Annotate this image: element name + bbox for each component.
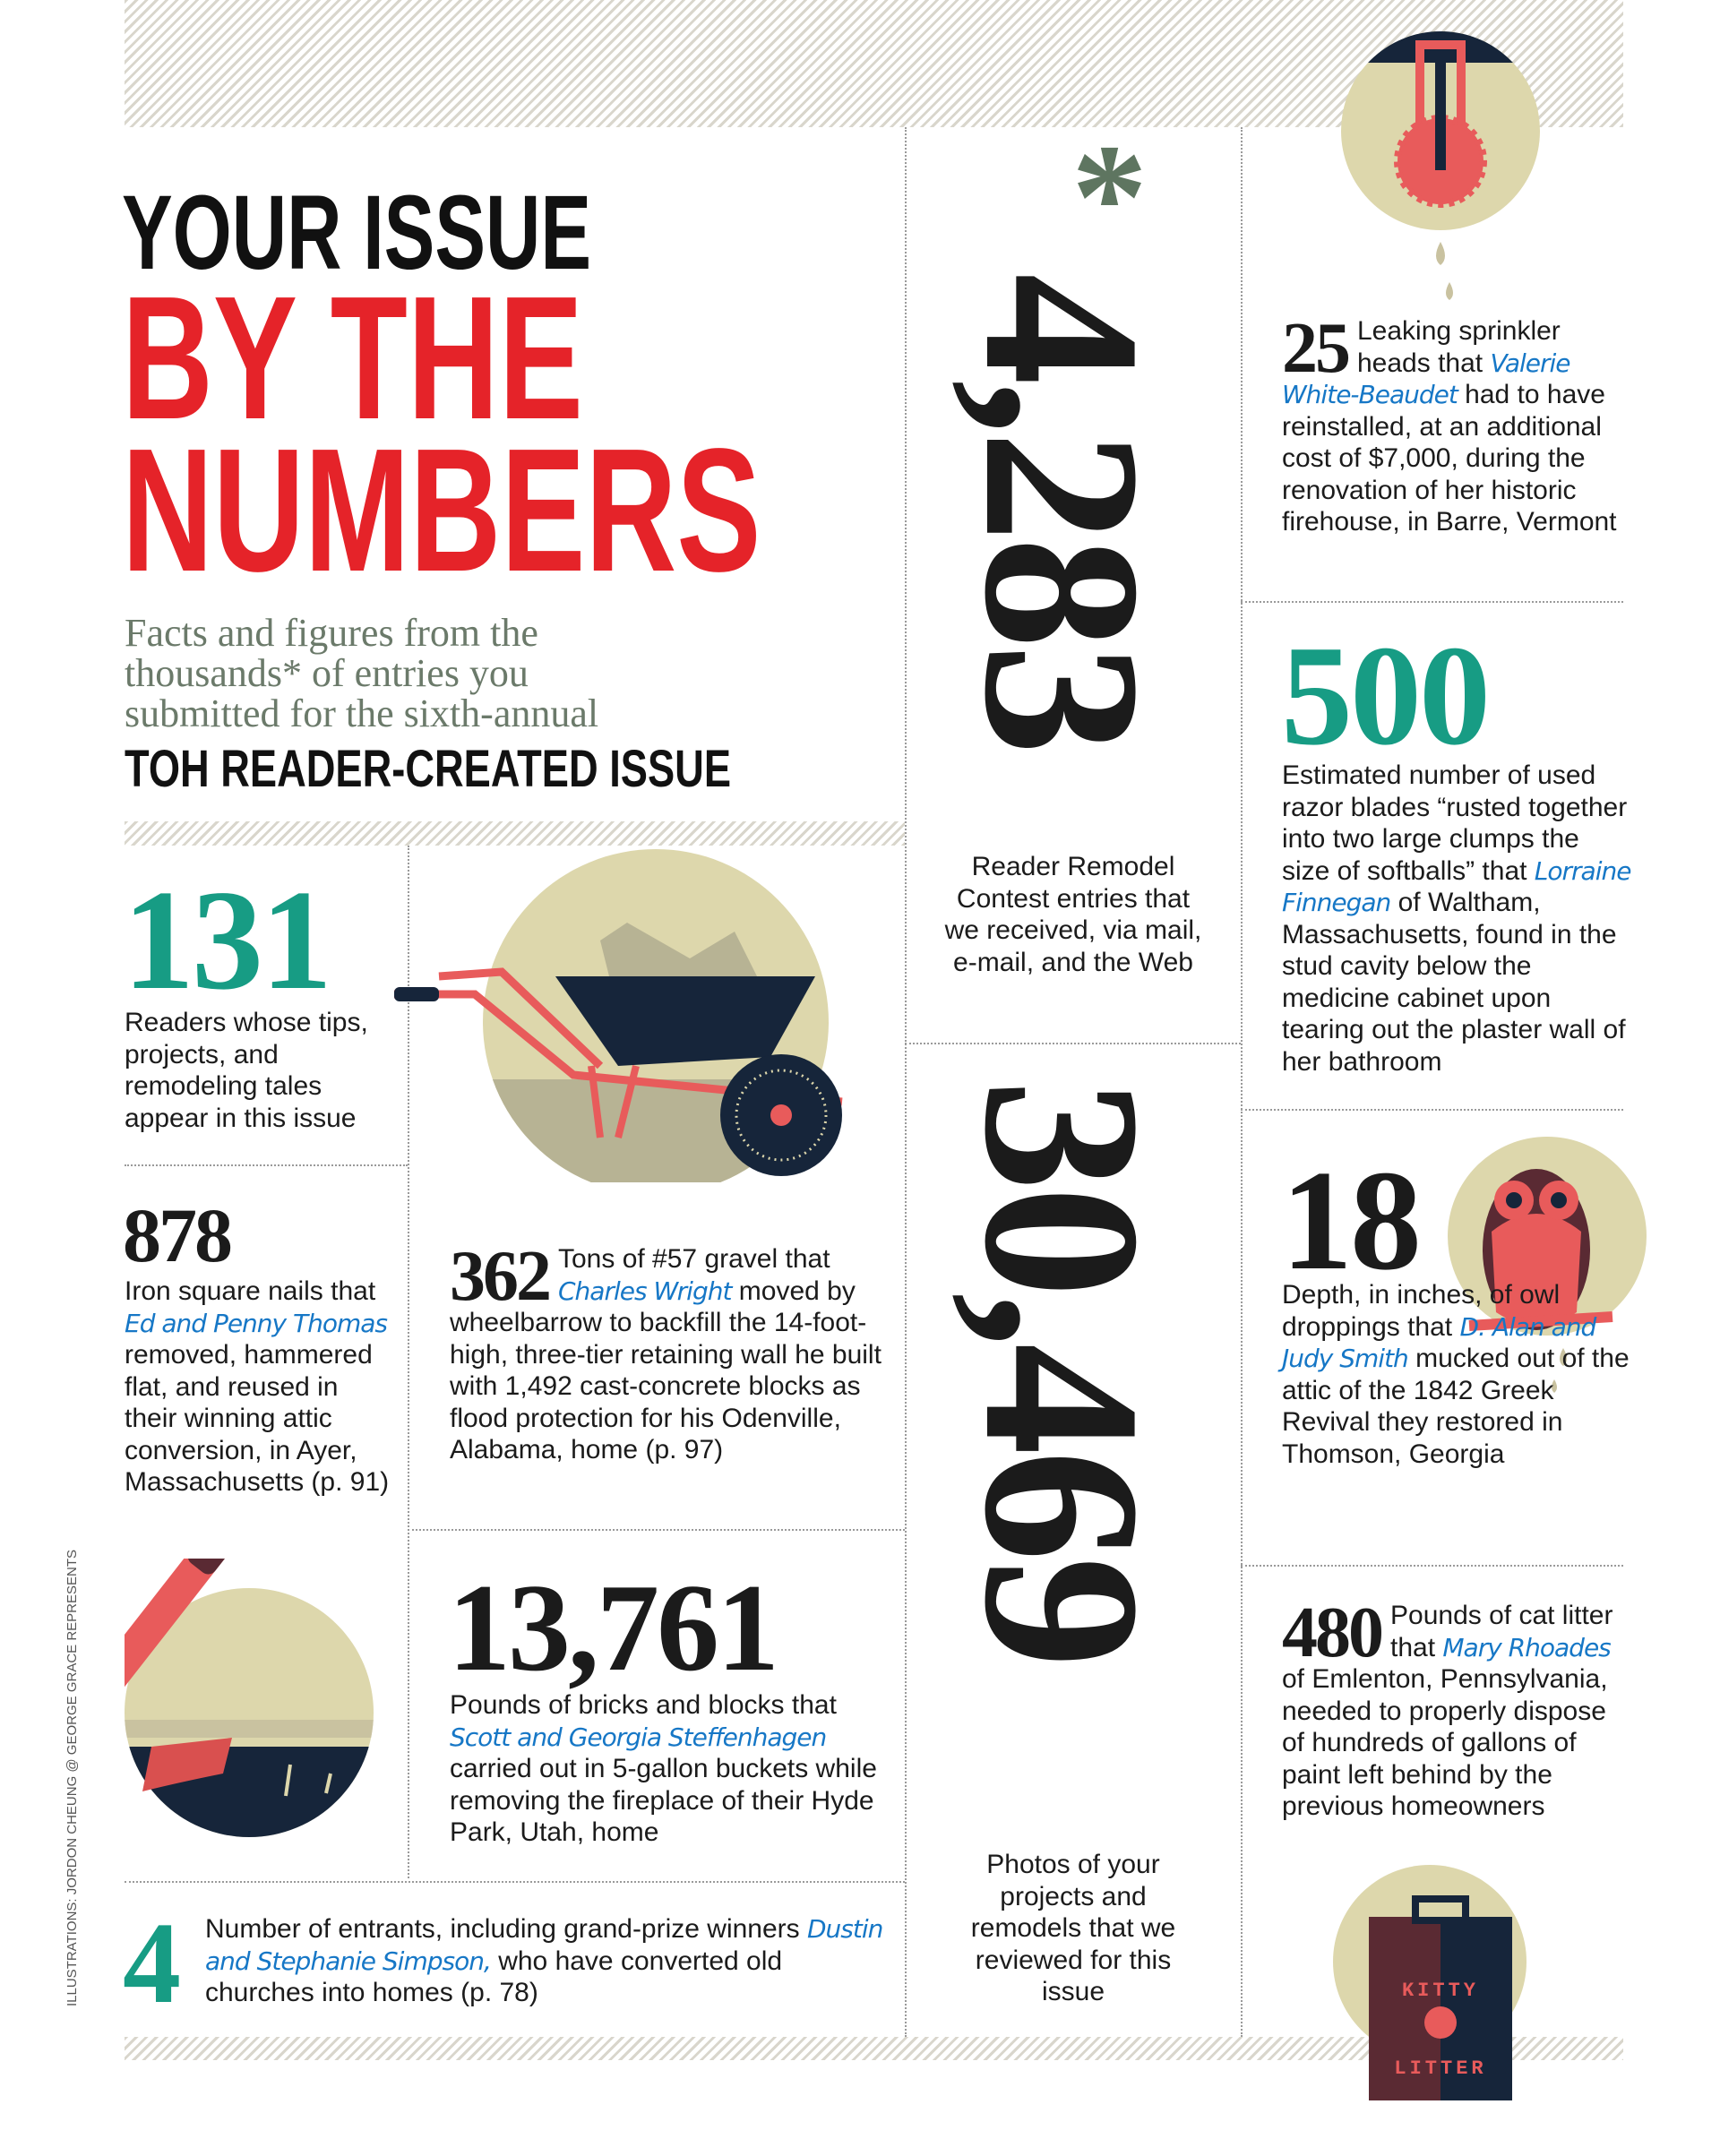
text: removed, hammered flat, and reused in th…	[125, 1340, 390, 1497]
bag-label: KITTY	[1402, 1980, 1479, 2002]
stat-number-30469: 30,469	[938, 1079, 1186, 1663]
mid-hatch-band	[125, 821, 905, 846]
stat-number-13761: 13,761	[448, 1559, 779, 1697]
reader-name: Charles Wright	[558, 1276, 732, 1306]
text: Pounds of bricks and blocks that	[450, 1690, 837, 1720]
divider	[1241, 127, 1243, 2037]
subtitle-line: Facts and figures from the	[125, 611, 538, 655]
stat-number-500: 500	[1281, 615, 1491, 775]
subtitle: Facts and figures from the thousands* of…	[125, 613, 598, 734]
text: Pounds of cat litter that	[1390, 1601, 1613, 1662]
divider	[905, 1043, 1241, 1044]
stat-number-131: 131	[123, 860, 332, 1019]
sprinkler-icon	[1341, 31, 1540, 300]
text: Leaking sprinkler heads that	[1357, 316, 1561, 378]
stat-text-480: 480 Pounds of cat litter that Mary Rhoade…	[1282, 1593, 1631, 1823]
text: who have converted old churches into hom…	[205, 1946, 783, 2008]
reader-name: Valerie White-Beaudet	[1282, 348, 1570, 410]
kitty-litter-bag-icon: KITTY LITTER	[1333, 1865, 1526, 2100]
stat-text-18: Depth, in inches, of owl droppings that …	[1282, 1279, 1631, 1470]
title-line-1: YOUR ISSUE	[122, 174, 592, 292]
title-block: YOUR ISSUE BY THE NUMBERS	[122, 174, 1010, 608]
divider	[1241, 1109, 1623, 1111]
text: Estimated number of used razor blades “r…	[1282, 760, 1628, 886]
hammer-icon	[125, 1559, 374, 1837]
text: of Waltham, Massachusetts, found in the …	[1282, 888, 1626, 1077]
stat-text-362: 362 Tons of #57 gravel that Charles Wrigh…	[450, 1237, 898, 1466]
divider	[125, 1164, 408, 1166]
wheelbarrow-icon	[394, 849, 843, 1182]
stat-text-500: Estimated number of used razor blades “r…	[1282, 760, 1631, 1078]
stat-text-4: Number of entrants, including grand-priz…	[205, 1913, 886, 2009]
text: Number of entrants, including grand-priz…	[205, 1914, 807, 1944]
text: carried out in 5-gallon buckets while re…	[450, 1754, 877, 1847]
stat-text-25: 25 Leaking sprinkler heads that Valerie W…	[1282, 309, 1622, 538]
text: had to have reinstalled, at an additiona…	[1282, 380, 1617, 537]
text: Iron square nails that	[125, 1276, 376, 1306]
reader-name: Scott and Georgia Steffenhagen	[450, 1722, 827, 1752]
stat-text-13761: Pounds of bricks and blocks that Scott a…	[450, 1689, 898, 1849]
bag-label: LITTER	[1394, 2057, 1486, 2080]
asterisk-icon: *	[1071, 113, 1148, 281]
stat-text-878: Iron square nails that Ed and Penny Thom…	[125, 1276, 393, 1499]
text: moved by wheelbarrow to backfill the 14-…	[450, 1276, 882, 1465]
title-line-3: NUMBERS	[122, 412, 761, 608]
stat-text-30469: Photos of your projects and remodels tha…	[970, 1850, 1176, 2006]
text: mucked out of the attic of the 1842 Gree…	[1282, 1344, 1630, 1469]
text: Tons of #57 gravel that	[558, 1244, 830, 1274]
text: of Emlenton, Pennsylvania, needed to pro…	[1282, 1664, 1608, 1821]
issue-name: TOH READER-CREATED ISSUE	[125, 740, 731, 798]
divider	[408, 1529, 905, 1531]
divider	[408, 846, 409, 1878]
reader-name: Mary Rhoades	[1442, 1632, 1611, 1662]
subtitle-line: thousands* of entries you	[125, 651, 529, 695]
stat-number-878: 878	[123, 1192, 233, 1278]
illustration-credit: ILLUSTRATIONS: JORDON CHEUNG @ GEORGE GR…	[64, 1549, 80, 2006]
divider	[1241, 1565, 1623, 1567]
stat-number-480: 480	[1282, 1593, 1384, 1672]
stat-text-131: Readers whose tips, projects, and remode…	[125, 1008, 368, 1133]
stat-number-18: 18	[1281, 1140, 1422, 1300]
divider	[1241, 601, 1623, 603]
text: Depth, in inches, of owl droppings that	[1282, 1280, 1561, 1342]
stat-number-25: 25	[1282, 309, 1351, 388]
subtitle-line: submitted for the sixth-annual	[125, 691, 599, 735]
title-line-2: BY THE	[122, 260, 583, 456]
stat-text-4283: Reader Remodel Contest entries that we r…	[944, 852, 1202, 977]
stat-number-362: 362	[450, 1237, 552, 1316]
owl-icon	[1448, 1137, 1647, 1393]
reader-name: Ed and Penny Thomas	[125, 1308, 388, 1338]
reader-name: D. Alan and Judy Smith	[1282, 1311, 1596, 1374]
stat-number-4: 4	[123, 1899, 181, 2028]
reader-name: Dustin and Stephanie Simpson,	[205, 1914, 883, 1976]
divider	[125, 1881, 905, 1883]
stat-number-4283: 4,283	[938, 273, 1186, 751]
divider	[905, 127, 907, 2037]
reader-name: Lorraine Finnegan	[1282, 855, 1631, 918]
